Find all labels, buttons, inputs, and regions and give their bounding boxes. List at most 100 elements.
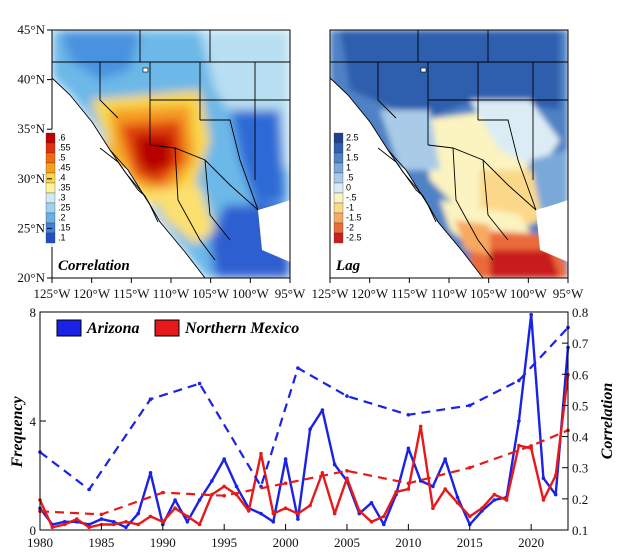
x-tick-label: 2000	[273, 535, 299, 550]
data-point-arizona-frequency	[443, 457, 448, 461]
lag-borders	[330, 30, 568, 278]
data-point-northern-mexico-frequency	[136, 522, 140, 527]
data-point-arizona-frequency	[455, 495, 460, 500]
data-point-northern-mexico-frequency	[382, 514, 386, 519]
colorbar-tick-label: .4	[58, 173, 66, 183]
data-point-northern-mexico-frequency	[504, 498, 509, 502]
data-point-northern-mexico-frequency	[431, 506, 435, 511]
frequency-chart: 1980 1985 1990 1995 2000 2005 2010 2015 2020 0 4 8 0…	[9, 305, 616, 550]
legend-label-northern-mexico: Northern Mexico	[184, 320, 299, 337]
colorbar-tick-label: .6	[58, 133, 66, 143]
data-point-arizona-frequency	[185, 520, 190, 524]
series-line-northern-mexico-frequency	[38, 374, 570, 529]
data-point-arizona-frequency	[541, 476, 546, 481]
data-point-arizona-frequency	[418, 479, 423, 483]
colorbar-tick-label: .55	[58, 143, 71, 153]
colorbar-swatch	[45, 172, 56, 184]
data-point-arizona-correlation	[517, 378, 521, 383]
colorbar-swatch	[333, 212, 344, 224]
data-point-northern-mexico-frequency	[443, 487, 448, 491]
data-point-arizona-correlation	[148, 397, 153, 402]
legend-swatch-arizona	[56, 319, 82, 337]
colorbar-swatch	[333, 152, 344, 164]
colorbar-tick-label: 2	[346, 143, 351, 153]
y-tick-label-left: 8	[30, 305, 37, 320]
data-point-arizona-frequency	[111, 520, 116, 524]
lon-tick-label-left: 115°W	[113, 286, 150, 301]
lon-tick-label-right: 95°W	[553, 286, 584, 301]
lon-tick-label-right: 120°W	[351, 286, 389, 301]
lon-tick-label-left: 100°W	[232, 286, 270, 301]
x-tick-label: 2005	[334, 535, 360, 550]
data-point-arizona-correlation	[406, 413, 411, 417]
y-tick-label-right: 0.4	[572, 430, 589, 445]
data-point-arizona-frequency	[62, 520, 67, 524]
colorbar-swatch	[333, 142, 344, 154]
colorbar-tick-label: -1.5	[346, 213, 362, 223]
colorbar-tick-label: .5	[58, 153, 66, 163]
lat-tick-label: 30°N	[17, 171, 45, 186]
lat-tick-label: 45°N	[17, 22, 45, 37]
colorbar-swatch	[45, 142, 56, 154]
data-point-northern-mexico-frequency	[517, 443, 521, 448]
y-tick-label-right: 0.6	[572, 367, 589, 382]
data-point-northern-mexico-frequency	[271, 511, 276, 516]
colorbar-tick-label: .3	[58, 193, 66, 203]
correlation-field	[52, 30, 290, 278]
series-line-northern-mexico-correlation	[39, 429, 569, 516]
data-point-northern-mexico-frequency	[492, 492, 497, 497]
colorbar-swatch	[45, 212, 56, 224]
lag-label: Lag	[335, 258, 361, 274]
data-point-northern-mexico-frequency	[161, 520, 165, 524]
lag-colorbar: 2.521.51.50-.5-1-1.5-2-2.5	[331, 129, 365, 247]
colorbar-tick-label: .2	[58, 213, 66, 223]
data-point-northern-mexico-frequency	[468, 514, 472, 519]
lon-tick-label-left: 125°W	[34, 286, 72, 301]
data-point-northern-mexico-frequency	[148, 514, 153, 519]
colorbar-swatch	[333, 182, 344, 194]
colorbar-swatch	[45, 152, 56, 164]
y-axis-label-right: Correlation	[599, 383, 616, 460]
data-point-arizona-correlation	[87, 487, 91, 492]
y-tick-label-right: 0.1	[572, 523, 588, 538]
lat-tick-label: 35°N	[17, 121, 45, 136]
data-point-arizona-frequency	[369, 501, 374, 505]
lon-tick-label-right: 100°W	[510, 286, 548, 301]
data-point-arizona-frequency	[406, 446, 411, 451]
y-tick-label-right: 0.5	[572, 398, 588, 413]
series-line-arizona-frequency	[39, 313, 570, 529]
data-point-arizona-frequency	[99, 517, 104, 521]
data-point-northern-mexico-frequency	[173, 506, 177, 511]
y-tick-label-right: 0.3	[572, 461, 588, 476]
colorbar-swatch	[45, 192, 56, 204]
data-point-arizona-correlation	[345, 394, 349, 398]
lat-tick-label: 25°N	[17, 220, 45, 235]
data-point-arizona-frequency	[124, 525, 128, 530]
data-point-northern-mexico-frequency	[406, 487, 411, 491]
data-point-northern-mexico-correlation	[283, 481, 288, 486]
y-tick-label-right: 0.8	[572, 305, 588, 320]
data-point-northern-mexico-frequency	[283, 506, 288, 511]
colorbar-tick-label: 1.5	[346, 153, 359, 163]
y-tick-label-right: 0.2	[572, 492, 588, 507]
data-point-northern-mexico-correlation	[222, 493, 226, 498]
lat-tick-label: 40°N	[17, 72, 45, 87]
data-point-arizona-frequency	[259, 511, 263, 516]
data-point-northern-mexico-frequency	[124, 520, 128, 524]
correlation-borders	[52, 30, 290, 278]
legend-label-arizona: Arizona	[86, 320, 139, 337]
data-point-arizona-frequency	[492, 498, 497, 502]
colorbar-tick-label: .35	[58, 183, 71, 193]
chart-frame	[39, 311, 569, 531]
data-point-arizona-frequency	[197, 498, 202, 502]
colorbar-tick-label: 2.5	[346, 133, 359, 143]
data-point-northern-mexico-frequency	[394, 490, 398, 494]
colorbar-tick-label: 0	[346, 183, 351, 193]
x-tick-label: 1985	[88, 535, 114, 550]
data-point-northern-mexico-frequency	[308, 503, 312, 508]
y-tick-label-left: 4	[30, 414, 37, 429]
lat-tick-label: 20°N	[17, 270, 45, 285]
data-point-northern-mexico-frequency	[357, 509, 362, 513]
correlation-label: Correlation	[58, 258, 130, 274]
data-point-northern-mexico-frequency	[75, 517, 79, 521]
